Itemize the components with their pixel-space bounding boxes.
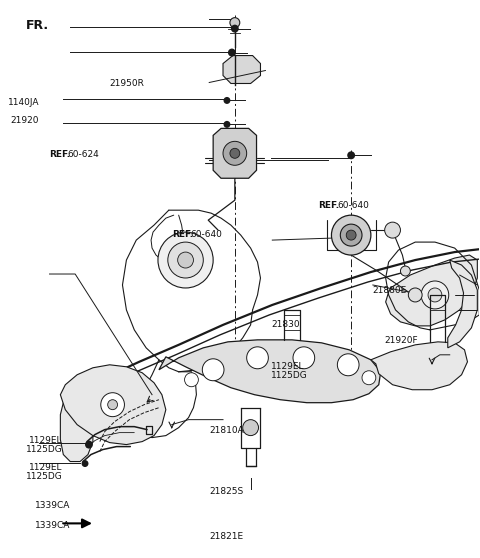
Circle shape [185,373,198,387]
Circle shape [230,18,240,28]
Circle shape [224,121,230,128]
Polygon shape [371,342,468,389]
Circle shape [337,354,359,376]
Circle shape [346,230,356,240]
Text: REF.: REF. [318,201,339,210]
Circle shape [230,148,240,158]
Text: 1339CA: 1339CA [35,521,70,530]
Text: FR.: FR. [26,19,49,32]
Circle shape [400,266,410,276]
Circle shape [231,25,239,32]
Circle shape [224,97,230,104]
Text: 1125DG: 1125DG [26,445,63,454]
Circle shape [293,347,315,369]
Circle shape [362,371,376,384]
Circle shape [384,222,400,238]
Text: 60-624: 60-624 [68,150,99,159]
Text: 1129EL: 1129EL [29,463,63,472]
Text: 21950R: 21950R [109,79,144,88]
Circle shape [247,347,268,369]
Polygon shape [223,56,261,84]
Polygon shape [213,128,256,178]
Circle shape [428,288,442,302]
Text: REF.: REF. [49,150,70,159]
Circle shape [340,224,362,246]
Circle shape [178,252,193,268]
Circle shape [421,281,449,309]
Circle shape [408,288,422,302]
Circle shape [158,232,213,288]
Circle shape [82,460,88,467]
Polygon shape [60,380,93,461]
Polygon shape [385,255,477,326]
Text: 1125DG: 1125DG [26,472,63,481]
Text: 1339CA: 1339CA [35,501,70,510]
Text: 1140JA: 1140JA [8,98,39,107]
Text: REF.: REF. [172,230,193,239]
Text: 1125DG: 1125DG [271,372,308,381]
Text: 21830: 21830 [271,320,300,329]
Circle shape [168,242,204,278]
Circle shape [223,141,247,165]
Text: 60-640: 60-640 [337,201,369,210]
Circle shape [101,393,124,417]
Text: 1129EL: 1129EL [271,363,305,372]
Text: 21920: 21920 [11,116,39,125]
Text: 21880E: 21880E [373,286,407,295]
Polygon shape [159,340,381,403]
Text: 21920F: 21920F [384,336,418,345]
Polygon shape [448,260,477,348]
Circle shape [108,400,118,410]
Text: 21821E: 21821E [210,532,244,541]
Text: 21810A: 21810A [210,426,244,435]
Circle shape [228,49,236,56]
Circle shape [332,215,371,255]
Circle shape [202,359,224,381]
Circle shape [243,420,259,436]
Circle shape [347,151,355,159]
Text: 21825S: 21825S [210,487,244,496]
Circle shape [85,441,93,449]
Polygon shape [60,365,166,445]
Text: 60-640: 60-640 [191,230,223,239]
Text: 1129EL: 1129EL [29,436,63,445]
